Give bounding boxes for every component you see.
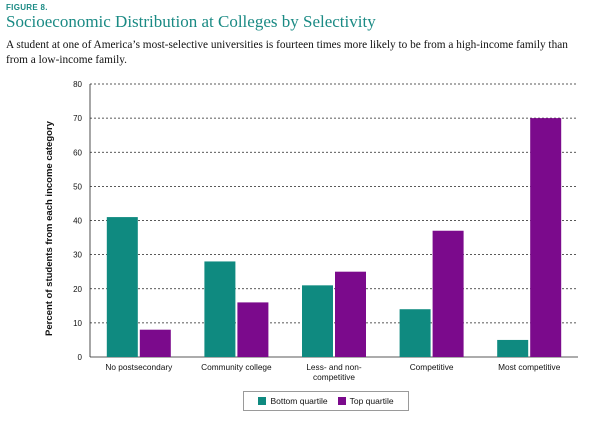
legend-item-bottom-quartile: Bottom quartile (258, 396, 328, 406)
x-tick-label-4: Most competitive (498, 362, 561, 372)
bar-bottom-quartile-2 (302, 285, 333, 357)
y-tick-label-10: 10 (73, 319, 82, 328)
chart-title: Socioeconomic Distribution at Colleges b… (6, 12, 376, 31)
x-tick-label-2: Less- and non- (306, 362, 362, 372)
bar-top-quartile-4 (530, 118, 562, 357)
y-axis-label: Percent of students from each income cat… (44, 120, 55, 336)
bar-bottom-quartile-1 (204, 261, 236, 357)
bar-top-quartile-0 (139, 329, 171, 357)
bar-bottom-quartile-3 (399, 309, 431, 357)
bar-bottom-quartile-4 (497, 339, 529, 357)
chart-legend: Bottom quartile Top quartile (243, 391, 409, 411)
legend-swatch-top (337, 397, 346, 405)
x-tick-label-1: Community college (201, 362, 272, 372)
bar-bottom-quartile-0 (106, 217, 138, 357)
y-tick-label-0: 0 (78, 353, 83, 362)
legend-label-top: Top quartile (349, 396, 394, 406)
y-tick-label-60: 60 (73, 148, 82, 157)
x-tick-label-3: Competitive (410, 362, 454, 372)
bar-top-quartile-1 (237, 302, 269, 357)
figure-label: FIGURE 8. (6, 3, 48, 12)
y-tick-label-40: 40 (73, 217, 82, 226)
legend-item-top-quartile: Top quartile (337, 396, 394, 406)
bar-top-quartile-3 (432, 230, 464, 357)
legend-swatch-bottom (258, 397, 267, 405)
subtitle-line-2: from a low-income family. (6, 54, 127, 66)
y-tick-label-50: 50 (73, 182, 82, 191)
legend-label-bottom: Bottom quartile (270, 396, 328, 406)
y-tick-label-70: 70 (73, 114, 82, 123)
x-tick-label-2-line-2: competitive (313, 372, 355, 382)
subtitle-line-1: A student at one of America’s most-selec… (6, 39, 568, 51)
bar-top-quartile-2 (335, 271, 366, 357)
y-tick-label-80: 80 (73, 80, 82, 89)
chart-subtitle: A student at one of America’s most-selec… (6, 38, 590, 68)
y-tick-label-30: 30 (73, 251, 82, 260)
y-tick-label-20: 20 (73, 285, 82, 294)
x-tick-label-0: No postsecondary (105, 362, 173, 372)
